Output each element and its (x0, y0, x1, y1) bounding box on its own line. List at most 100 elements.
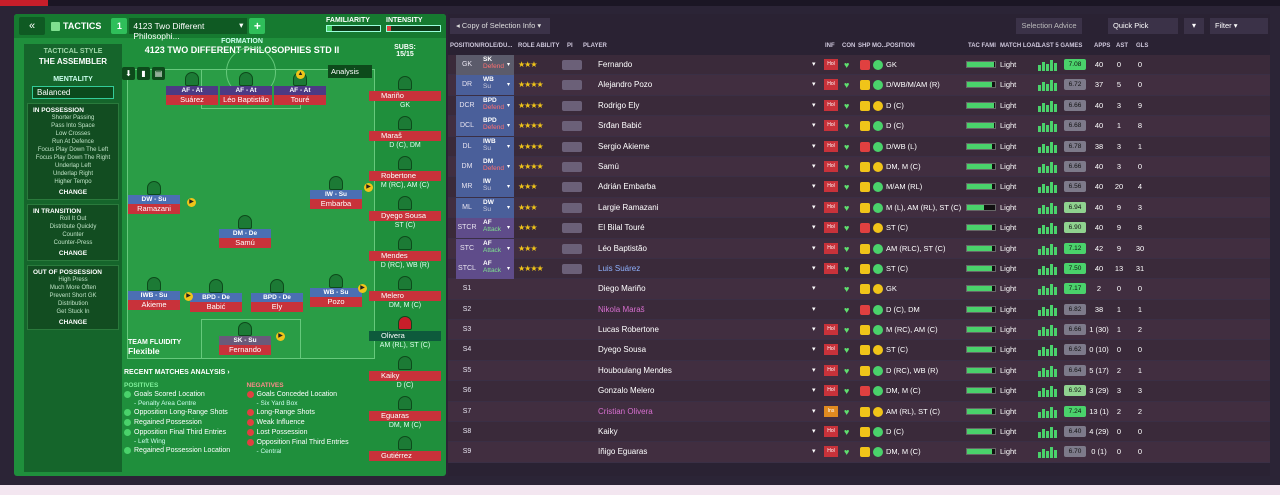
position-label[interactable]: GK (461, 61, 473, 68)
table-row[interactable]: STCR AF Attack ▾ ★★★ El Bilal Touré ▾ Hol ♥ ST (C… (448, 218, 1270, 239)
player-name[interactable]: Léo Baptistão (598, 243, 647, 253)
player-name[interactable]: Srđan Babić (598, 121, 642, 131)
sub-slot[interactable]: Kaiky D (C) (369, 356, 441, 396)
position-label[interactable]: STCL (458, 264, 476, 272)
player-instructions-icon[interactable] (562, 121, 582, 132)
tactic-slot[interactable]: 1 (111, 18, 128, 34)
role-cell[interactable]: SK Defend (483, 56, 504, 70)
chevron-down-icon[interactable]: ▾ (812, 326, 816, 334)
player-instructions-icon[interactable] (562, 202, 582, 213)
chevron-down-icon[interactable]: ▾ (507, 163, 511, 170)
chevron-down-icon[interactable]: ▾ (507, 102, 511, 109)
player-slot[interactable]: IWB - Su Akieme (128, 277, 180, 310)
table-row[interactable]: DL IWB Su ▾ ★★★★ Sergio Akieme ▾ Hol ♥ D/WB (L) Li… (448, 136, 1270, 157)
player-instructions-icon[interactable] (562, 100, 582, 111)
player-name[interactable]: Cristian Olivera (598, 406, 653, 416)
player-name[interactable]: Alejandro Pozo (598, 80, 653, 90)
chevron-down-icon[interactable]: ▾ (812, 142, 816, 150)
recent-title[interactable]: RECENT MATCHES ANALYSIS › (124, 369, 230, 376)
position-label[interactable]: S1 (462, 285, 472, 293)
stats-icon[interactable]: ▮ (137, 67, 150, 80)
player-slot[interactable]: DM - De Samú (219, 215, 271, 248)
player-name[interactable]: Adrián Embarba (598, 182, 656, 192)
analysis-button[interactable]: Analysis (328, 65, 372, 78)
sub-slot[interactable]: Melero DM, M (C) (369, 276, 441, 316)
table-row[interactable]: S4 Dyego Sousa ▾ Hol ♥ ST (C) Light 6.62 0 (10) 0… (448, 340, 1270, 361)
table-row[interactable]: DCL BPD Defend ▾ ★★★★ Srđan Babić ▾ Hol ♥ D (C) Li… (448, 116, 1270, 137)
player-instructions-icon[interactable] (562, 223, 582, 234)
chevron-down-icon[interactable]: ▾ (812, 346, 816, 354)
player-instructions-icon[interactable] (562, 182, 582, 193)
player-name[interactable]: Diego Mariño (598, 284, 646, 294)
col-shp[interactable]: SHP (858, 43, 871, 49)
chevron-down-icon[interactable]: ▾ (812, 428, 816, 436)
position-label[interactable]: DCR (459, 101, 475, 109)
chevron-down-icon[interactable]: ▾ (812, 162, 816, 170)
position-label[interactable]: S2 (462, 305, 472, 313)
player-name[interactable]: El Bilal Touré (598, 223, 645, 233)
chevron-down-icon[interactable]: ▾ (812, 305, 816, 313)
add-tactic-button[interactable]: + (249, 18, 266, 34)
table-row[interactable]: S6 Gonzalo Melero ▾ Hol ♥ DM, M (C) Light 6.92 3… (448, 381, 1270, 402)
position-label[interactable]: STCR (457, 224, 477, 232)
player-instructions-icon[interactable] (562, 161, 582, 172)
player-slot[interactable]: WB - Su Pozo (310, 274, 362, 307)
table-row[interactable]: DCR BPD Defend ▾ ★★★★ Rodrigo Ely ▾ Hol ♥ D (C) Li… (448, 95, 1270, 117)
role-cell[interactable]: BPD Defend (483, 117, 504, 131)
player-name[interactable]: Houboulang Mendes (598, 365, 672, 375)
chevron-down-icon[interactable]: ▾ (812, 366, 816, 374)
role-cell[interactable]: DW Su (483, 199, 494, 213)
chevron-down-icon[interactable]: ▾ (812, 264, 816, 272)
player-instructions-icon[interactable] (562, 60, 582, 70)
player-slot[interactable]: IW - Su Embarba (310, 176, 362, 209)
chevron-down-icon[interactable]: ▾ (812, 244, 816, 252)
chevron-down-icon[interactable]: ▾ (812, 122, 816, 130)
position-label[interactable]: S7 (462, 407, 472, 415)
player-instructions-icon[interactable] (562, 80, 582, 91)
quick-pick-button[interactable]: Quick Pick (1108, 18, 1178, 34)
chevron-down-icon[interactable]: ▾ (812, 61, 816, 68)
change-in-possession-button[interactable]: CHANGE (58, 189, 88, 196)
col-apps[interactable]: APPS (1094, 43, 1111, 49)
player-name[interactable]: Luis Suárez (598, 263, 641, 273)
table-row[interactable]: S7 Cristian Olivera ▾ Ins ♥ AM (RL), ST (C) Li… (448, 401, 1270, 423)
col-mo[interactable]: MO... (872, 43, 887, 49)
player-name[interactable]: Iñigo Eguaras (598, 447, 648, 457)
role-cell[interactable]: IW Su (483, 178, 491, 192)
table-row[interactable]: GK SK Defend ▾ ★★★ Fernando ▾ Hol ♥ GK Light 7.08 40… (448, 55, 1270, 76)
col-gls[interactable]: GLS (1136, 43, 1149, 49)
table-row[interactable]: STCL AF Attack ▾ ★★★★ Luis Suárez ▾ Hol ♥ ST (C) L… (448, 258, 1270, 280)
chevron-down-icon[interactable]: ▾ (507, 184, 511, 191)
role-cell[interactable]: BPD Defend (483, 97, 504, 111)
chevron-down-icon[interactable]: ▾ (507, 225, 511, 232)
position-label[interactable]: DL (462, 142, 472, 150)
table-row[interactable]: MR IW Su ▾ ★★★ Adrián Embarba ▾ Hol ♥ M/AM (RL) Li… (448, 177, 1270, 198)
col-player[interactable]: PLAYER (583, 43, 607, 49)
chevron-down-icon[interactable]: ▾ (507, 245, 511, 252)
col-position-role[interactable]: POSITION/ROLE/DU... (450, 43, 513, 49)
mentality-select[interactable]: Balanced (32, 86, 114, 99)
tactic-select[interactable]: 4123 Two Different Philosophi... ▾ (129, 18, 248, 41)
chevron-down-icon[interactable]: ▾ (507, 82, 511, 89)
position-label[interactable]: STC (460, 244, 474, 252)
player-instructions-icon[interactable] (562, 263, 582, 274)
player-name[interactable]: Kaiky (598, 427, 618, 437)
filter-button[interactable]: Filter ▾ (1210, 18, 1268, 34)
chevron-down-icon[interactable]: ▾ (812, 448, 816, 456)
chevron-down-icon[interactable]: ▾ (812, 101, 816, 109)
player-name[interactable]: Dyego Sousa (598, 345, 647, 355)
position-label[interactable]: DCL (459, 122, 474, 130)
chevron-down-icon[interactable]: ▾ (812, 387, 816, 395)
sub-slot[interactable]: Eguaras DM, M (C) (369, 396, 441, 436)
col-role-ability[interactable]: ROLE ABILITY (518, 43, 560, 49)
chevron-down-icon[interactable]: ▾ (812, 285, 816, 293)
player-slot[interactable]: BPD - De Babić (190, 279, 242, 312)
chevron-down-icon[interactable]: ▾ (812, 224, 816, 232)
chevron-down-icon[interactable]: ▾ (507, 265, 511, 272)
player-name[interactable]: Largie Ramazani (598, 202, 659, 212)
role-cell[interactable]: WB Su (483, 76, 494, 90)
sub-slot[interactable]: Robertone M (RC), AM (C) (369, 156, 441, 196)
table-row[interactable]: ML DW Su ▾ ★★★ Largie Ramazani ▾ Hol ♥ M (L), AM … (448, 197, 1270, 219)
col-con[interactable]: CON (842, 43, 856, 49)
table-row[interactable]: S9 Iñigo Eguaras ▾ Hol ♥ DM, M (C) Light 6.70 0 … (448, 442, 1270, 463)
